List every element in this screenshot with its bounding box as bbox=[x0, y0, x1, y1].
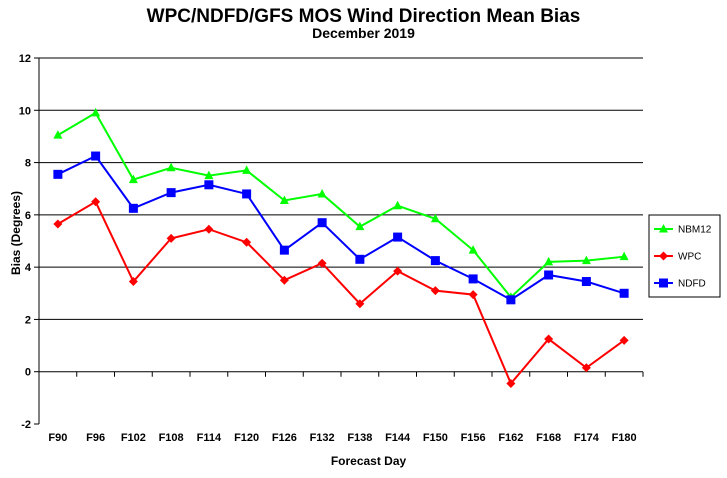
x-tick-label: F174 bbox=[574, 432, 600, 444]
x-tick-label: F120 bbox=[234, 432, 259, 444]
data-point-nbm12 bbox=[279, 195, 289, 204]
data-point-nbm12 bbox=[166, 162, 176, 172]
data-point-wpc bbox=[393, 266, 403, 276]
legend-marker-nbm12 bbox=[659, 224, 668, 233]
data-point-wpc bbox=[166, 233, 176, 243]
series-line-nbm12 bbox=[57, 111, 625, 299]
x-tick-label: F96 bbox=[86, 432, 105, 444]
data-point-ndfd bbox=[544, 270, 554, 280]
data-point-nbm12 bbox=[355, 221, 365, 231]
y-axis-label: Bias (Degrees) bbox=[9, 190, 23, 276]
data-point-ndfd bbox=[317, 218, 327, 228]
data-point-wpc bbox=[506, 378, 516, 388]
data-point-nbm12 bbox=[581, 255, 591, 265]
series-line-ndfd bbox=[57, 154, 625, 301]
y-tick-label: 6 bbox=[25, 210, 31, 222]
data-point-wpc bbox=[317, 258, 327, 268]
data-point-nbm12 bbox=[317, 188, 327, 198]
legend-marker-ndfd bbox=[659, 278, 668, 288]
data-point-wpc bbox=[91, 197, 101, 207]
data-point-nbm12 bbox=[468, 245, 478, 254]
x-tick-label: F138 bbox=[347, 432, 372, 444]
y-tick-label: 10 bbox=[19, 105, 31, 117]
x-tick-label: F168 bbox=[536, 432, 561, 444]
chart-subtitle: December 2019 bbox=[312, 25, 415, 41]
data-point-wpc bbox=[619, 335, 629, 345]
data-point-ndfd bbox=[468, 274, 478, 284]
data-point-ndfd bbox=[430, 256, 440, 266]
x-tick-label: F90 bbox=[48, 432, 67, 444]
x-tick-label: F126 bbox=[272, 432, 297, 444]
data-point-ndfd bbox=[91, 151, 101, 161]
x-axis-label: Forecast Day bbox=[330, 454, 407, 468]
data-point-nbm12 bbox=[430, 213, 440, 223]
data-point-ndfd bbox=[53, 169, 63, 179]
data-point-wpc bbox=[430, 286, 440, 296]
y-tick-label: 8 bbox=[25, 158, 31, 170]
x-tick-label: F150 bbox=[423, 432, 448, 444]
data-point-nbm12 bbox=[619, 251, 629, 261]
x-tick-label: F132 bbox=[310, 432, 335, 444]
y-tick-label: 4 bbox=[25, 262, 32, 274]
y-tick-label: -2 bbox=[21, 419, 31, 431]
y-tick-label: 12 bbox=[19, 53, 31, 65]
data-point-wpc bbox=[355, 299, 365, 309]
x-tick-label: F114 bbox=[197, 432, 222, 444]
legend-label-nbm12: NBM12 bbox=[678, 225, 712, 236]
data-point-ndfd bbox=[619, 288, 629, 298]
data-point-wpc bbox=[53, 219, 63, 229]
data-point-ndfd bbox=[166, 188, 176, 198]
data-point-ndfd bbox=[279, 245, 289, 255]
data-point-ndfd bbox=[393, 232, 403, 242]
x-tick-label: F156 bbox=[461, 432, 486, 444]
data-point-ndfd bbox=[506, 295, 516, 305]
data-point-wpc bbox=[204, 224, 214, 234]
legend-marker-wpc bbox=[659, 251, 668, 261]
data-point-wpc bbox=[544, 334, 554, 344]
data-point-nbm12 bbox=[204, 170, 214, 180]
x-tick-label: F180 bbox=[612, 432, 637, 444]
data-point-nbm12 bbox=[128, 174, 138, 184]
legend-label-wpc: WPC bbox=[678, 252, 701, 263]
data-point-wpc bbox=[128, 277, 138, 287]
y-tick-label: 0 bbox=[25, 367, 31, 379]
x-tick-label: F144 bbox=[385, 432, 411, 444]
series-line-wpc bbox=[57, 200, 625, 386]
data-point-ndfd bbox=[242, 189, 252, 199]
x-tick-label: F102 bbox=[121, 432, 146, 444]
chart-title: WPC/NDFD/GFS MOS Wind Direction Mean Bia… bbox=[146, 6, 581, 27]
x-tick-label: F162 bbox=[498, 432, 523, 444]
data-point-nbm12 bbox=[53, 130, 63, 139]
y-tick-label: 2 bbox=[25, 314, 31, 326]
legend-label-ndfd: NDFD bbox=[678, 279, 706, 290]
data-point-ndfd bbox=[581, 277, 591, 287]
data-point-wpc bbox=[242, 237, 252, 247]
data-point-wpc bbox=[279, 275, 289, 285]
data-point-wpc bbox=[581, 363, 591, 373]
data-point-nbm12 bbox=[393, 200, 403, 210]
data-point-wpc bbox=[468, 290, 478, 300]
data-point-ndfd bbox=[204, 180, 214, 190]
data-point-ndfd bbox=[128, 203, 138, 213]
x-tick-label: F108 bbox=[159, 432, 184, 444]
data-point-ndfd bbox=[355, 254, 365, 264]
data-point-nbm12 bbox=[242, 165, 252, 174]
data-point-nbm12 bbox=[91, 107, 101, 117]
data-point-nbm12 bbox=[544, 256, 554, 266]
